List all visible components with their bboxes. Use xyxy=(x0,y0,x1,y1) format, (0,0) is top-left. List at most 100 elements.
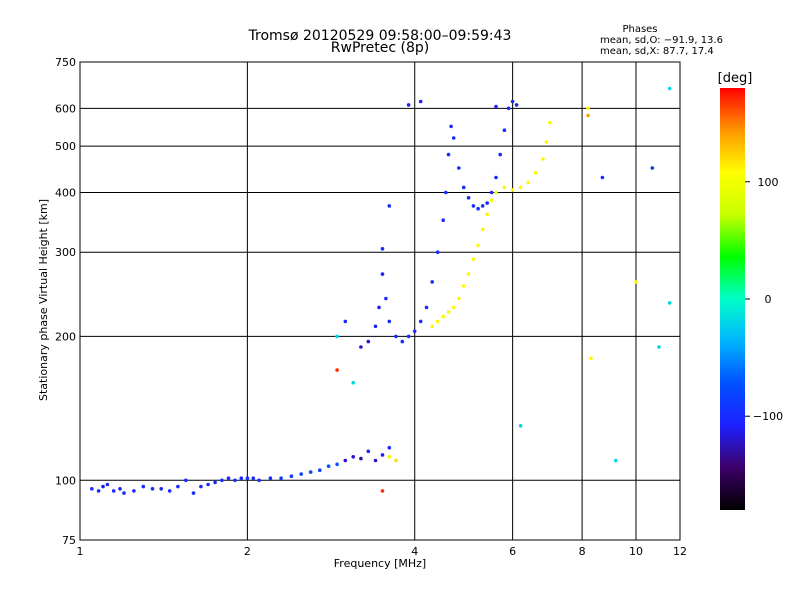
data-point xyxy=(457,166,461,170)
y-tick-label: 75 xyxy=(62,534,76,547)
data-point xyxy=(199,484,203,489)
scatter-points xyxy=(90,86,672,495)
y-tick-label: 500 xyxy=(55,140,76,153)
data-point xyxy=(446,152,451,157)
data-point xyxy=(446,310,451,314)
colorbar-tick-label: 100 xyxy=(758,176,779,189)
colorbar-tick-label: 0 xyxy=(765,293,772,306)
data-point xyxy=(184,478,188,483)
data-point xyxy=(514,103,519,107)
data-point xyxy=(480,227,485,232)
data-point xyxy=(245,476,250,481)
data-point xyxy=(634,280,638,284)
data-point xyxy=(502,185,507,190)
data-point xyxy=(485,212,490,217)
y-tick-label: 400 xyxy=(55,186,76,199)
y-axis-label: Stationary phase Virtual Height [km] xyxy=(37,199,50,401)
x-tick-label: 4 xyxy=(411,545,418,558)
data-point xyxy=(502,128,507,132)
data-point xyxy=(667,301,672,305)
data-point xyxy=(548,120,552,125)
data-point xyxy=(485,201,490,205)
data-point xyxy=(366,449,371,454)
data-point xyxy=(122,491,126,495)
data-point xyxy=(526,180,530,185)
data-point xyxy=(424,305,429,310)
data-point xyxy=(373,458,378,463)
data-point xyxy=(650,166,655,170)
data-point xyxy=(461,284,466,288)
data-point xyxy=(299,472,304,476)
data-point xyxy=(533,170,538,175)
data-point xyxy=(586,113,590,118)
data-point xyxy=(498,152,503,157)
data-point xyxy=(494,190,498,195)
data-point xyxy=(380,453,385,457)
data-point xyxy=(435,319,440,324)
data-point xyxy=(213,480,217,485)
data-point xyxy=(380,489,385,493)
data-point xyxy=(167,489,172,493)
data-point xyxy=(489,190,494,195)
data-point xyxy=(489,198,494,203)
data-point xyxy=(366,339,371,344)
data-point xyxy=(268,476,273,481)
data-point xyxy=(96,489,101,493)
data-point xyxy=(206,482,210,487)
x-tick-label: 10 xyxy=(629,545,643,558)
data-point xyxy=(476,243,480,248)
data-point xyxy=(101,484,105,489)
data-point xyxy=(406,334,411,339)
data-point xyxy=(589,356,593,361)
data-point xyxy=(441,218,446,222)
data-point xyxy=(132,489,136,493)
data-point xyxy=(471,204,476,208)
y-tick-label: 600 xyxy=(55,102,76,115)
data-point xyxy=(387,455,392,459)
data-point xyxy=(90,487,94,491)
data-point xyxy=(667,86,672,91)
x-tick-label: 1 xyxy=(77,545,84,558)
data-point xyxy=(191,491,196,495)
data-point xyxy=(387,319,392,324)
data-point xyxy=(380,272,385,276)
data-point xyxy=(308,470,313,474)
data-point xyxy=(441,314,446,319)
data-point xyxy=(318,468,322,473)
chart-subtitle: RwPretec (8p) xyxy=(331,40,429,56)
data-point xyxy=(451,136,456,140)
data-point xyxy=(233,478,237,483)
data-point xyxy=(586,106,590,111)
data-point xyxy=(449,124,453,129)
data-point xyxy=(457,296,461,301)
data-point xyxy=(111,489,116,493)
phases-header: Phases xyxy=(622,24,657,35)
data-point xyxy=(343,319,348,324)
data-point xyxy=(159,487,163,491)
x-tick-label: 6 xyxy=(509,545,516,558)
data-point xyxy=(251,476,256,481)
data-point xyxy=(430,324,435,329)
data-point xyxy=(387,445,392,450)
data-point xyxy=(510,188,515,192)
y-tick-label: 750 xyxy=(55,56,76,69)
data-point xyxy=(400,339,405,344)
phases-o-stats: mean, sd,O: −91.9, 13.6 xyxy=(600,35,723,46)
data-point xyxy=(351,455,356,459)
x-axis-label: Frequency [MHz] xyxy=(334,557,426,570)
x-tick-label: 2 xyxy=(244,545,251,558)
data-point xyxy=(471,257,476,262)
phases-x-stats: mean, sd,X: 87.7, 17.4 xyxy=(600,46,714,57)
data-point xyxy=(614,458,618,463)
data-point xyxy=(176,484,180,489)
data-point xyxy=(118,487,122,491)
data-point xyxy=(461,185,466,190)
data-point xyxy=(444,190,448,195)
x-tick-label: 12 xyxy=(673,545,687,558)
data-point xyxy=(289,474,294,479)
data-point xyxy=(480,204,485,208)
data-point xyxy=(380,247,385,251)
data-point xyxy=(343,458,348,463)
